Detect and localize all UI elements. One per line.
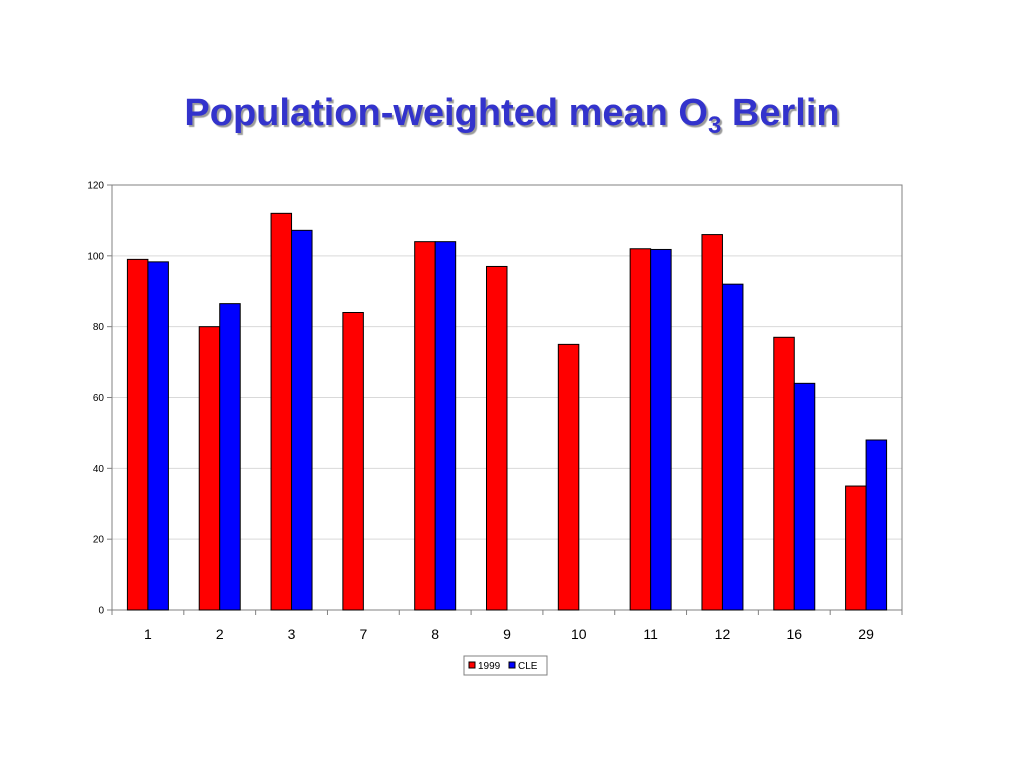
y-tick-label: 40 [93,464,105,475]
bar-cle-29 [865,439,888,611]
bar-cle-3 [291,229,313,611]
bar-cle-2 [219,303,241,611]
bar-1999-11 [629,248,652,611]
chart-title: Population-weighted mean O3 Berlin [0,92,1024,138]
bar-cle-12 [721,283,744,611]
bar-1999-12 [701,234,723,611]
legend-swatch-cle [508,661,516,669]
bar-cle-1 [147,261,169,611]
y-tick-label: 20 [93,535,105,546]
y-tick-label: 60 [93,393,105,404]
x-tick-label: 12 [715,626,731,642]
legend-label-cle: CLE [518,661,538,672]
bar-cle-11 [650,248,672,611]
legend [463,655,548,676]
chart-title-subscript: 3 [707,112,722,139]
chart-title-suffix: Berlin [721,92,840,134]
x-tick-label: 2 [216,626,224,642]
bar-1999-1 [126,258,149,611]
x-tick-label: 8 [431,626,439,642]
y-tick-label: 120 [87,181,104,192]
bar-1999-2 [198,326,221,611]
legend-swatch-1999 [468,661,476,669]
x-tick-label: 10 [571,626,587,642]
bar-1999-3 [270,212,293,611]
x-tick-label: 9 [503,626,511,642]
y-tick-label: 80 [93,322,105,333]
y-tick-label: 0 [98,606,104,617]
y-tick-label: 100 [87,251,104,262]
x-tick-label: 1 [144,626,152,642]
bar-1999-29 [845,485,867,611]
chart-title-main: Population-weighted mean O [184,92,708,134]
bar-1999-8 [414,241,436,611]
bar-cle-8 [434,241,457,611]
bar-cle-16 [793,382,816,611]
bar-1999-10 [557,343,580,611]
x-tick-label: 7 [359,626,367,642]
x-tick-label: 16 [786,626,802,642]
bar-1999-9 [486,265,508,611]
x-tick-label: 11 [643,626,658,642]
bar-1999-16 [773,336,795,611]
x-tick-label: 29 [858,626,874,642]
legend-label-1999: 1999 [478,661,501,672]
bar-1999-7 [342,312,364,611]
x-tick-label: 3 [288,626,296,642]
